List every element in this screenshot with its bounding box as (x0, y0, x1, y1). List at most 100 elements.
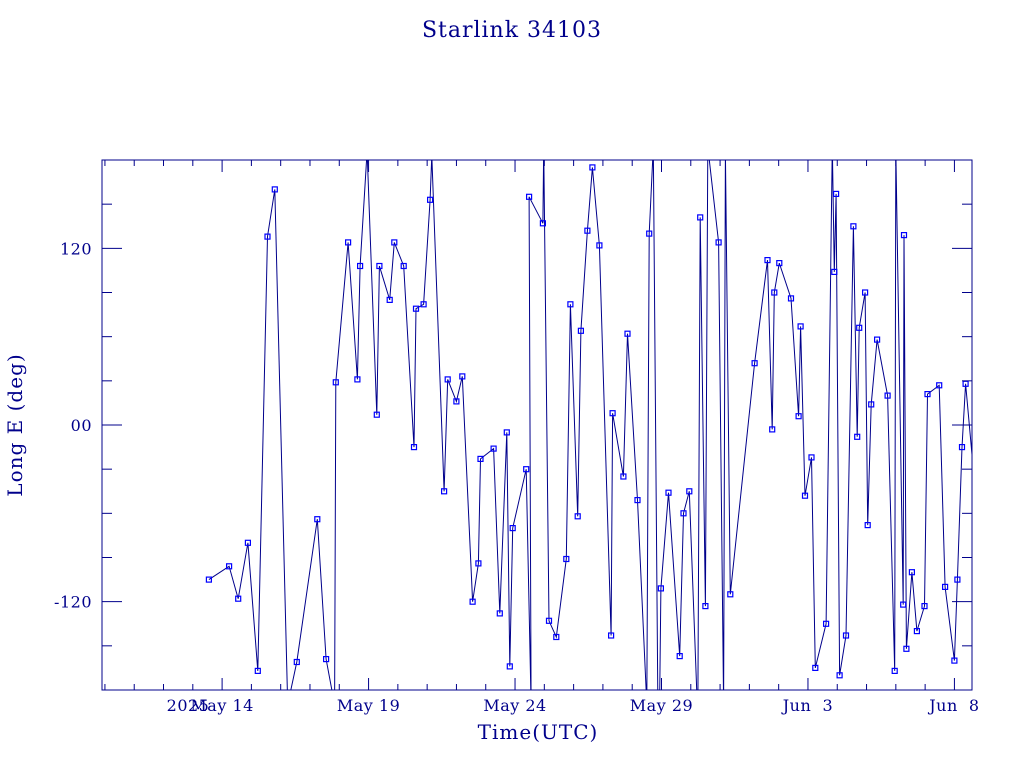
data-point (850, 223, 857, 230)
data-point (822, 620, 830, 627)
chart-title: Starlink 34103 (422, 18, 602, 43)
data-point (908, 569, 916, 576)
data-point (235, 595, 242, 602)
data-point (545, 617, 553, 624)
data-point (293, 658, 300, 666)
data-point (657, 585, 665, 592)
data-point (523, 466, 530, 473)
data-point (475, 560, 482, 567)
data-point (525, 193, 533, 200)
data-point (903, 645, 910, 652)
data-point (391, 239, 398, 246)
data-point (577, 327, 585, 334)
data-point (244, 539, 251, 546)
x-start-label: 2025 (167, 696, 210, 715)
data-point (787, 295, 795, 302)
data-point (873, 336, 881, 343)
ticks-layer: May 14 May 19 May 24 May 29 Jun 3 Jun 8 -120 00… (54, 160, 979, 715)
data-point (954, 576, 961, 583)
data-point (539, 220, 547, 227)
data-point (831, 268, 838, 275)
data-point (776, 260, 783, 267)
data-point (936, 382, 943, 389)
data-point (400, 262, 407, 270)
data-point (900, 601, 907, 608)
data-point (453, 398, 460, 405)
data-point (574, 513, 581, 520)
data-point (624, 330, 631, 337)
data-point (354, 376, 361, 383)
data-point (646, 230, 653, 237)
data-point (271, 186, 278, 193)
data-point (490, 445, 497, 452)
data-point (921, 602, 928, 610)
data-point (427, 196, 434, 203)
data-point (715, 239, 722, 246)
data-point (441, 488, 448, 495)
x-tick-label: May 24 (483, 696, 546, 715)
x-tick-label: May 19 (337, 696, 400, 715)
x-axis-label: Time(UTC) (478, 720, 599, 744)
data-point (676, 652, 683, 660)
data-point (386, 296, 393, 303)
y-tick-label: -120 (54, 593, 92, 612)
data-point (856, 324, 863, 331)
data-point (410, 444, 418, 451)
data-point (509, 524, 516, 532)
data-point (868, 401, 875, 408)
data-point (941, 583, 949, 591)
data-point (412, 305, 420, 312)
data-point (958, 444, 966, 451)
data-point (607, 632, 615, 639)
data-point (771, 289, 778, 296)
data-point (345, 239, 352, 246)
data-point (469, 598, 476, 605)
data-point (477, 455, 484, 462)
data-point (503, 429, 510, 436)
data-point (596, 242, 603, 249)
data-point (589, 164, 596, 171)
data-point (620, 473, 627, 480)
data-point (832, 190, 840, 197)
data-point (563, 555, 570, 563)
x-tick-label: May 29 (630, 696, 693, 715)
plot-frame (101, 159, 973, 691)
data-point (797, 323, 804, 330)
data-point (854, 433, 861, 440)
data-point (680, 510, 687, 517)
series-line (208, 160, 972, 690)
data-point (913, 627, 921, 635)
data-point (444, 376, 451, 383)
data-point (254, 667, 261, 675)
data-point (812, 664, 819, 672)
data-point (459, 373, 466, 380)
data-point (769, 426, 776, 433)
data-point (751, 360, 758, 367)
data-point (702, 602, 709, 610)
x-tick-label: May 14 (190, 696, 253, 715)
y-axis-label: Long E (deg) (3, 353, 27, 496)
data-point (764, 257, 771, 264)
data-point (553, 633, 560, 641)
data-point (420, 301, 427, 308)
data-point (665, 489, 672, 496)
data-point (861, 289, 869, 296)
data-point (842, 632, 850, 639)
data-point (801, 492, 809, 499)
data-point (891, 667, 898, 675)
data-point (697, 214, 704, 221)
data-point (373, 411, 380, 418)
y-tick-label: 120 (60, 239, 92, 258)
data-point (323, 655, 330, 663)
data-point (951, 657, 958, 664)
data-point (584, 227, 591, 234)
data-point (376, 262, 383, 270)
data-point (864, 521, 871, 529)
data-point (496, 610, 503, 617)
data-point (884, 392, 891, 399)
data-point (205, 576, 212, 583)
data-point (609, 410, 616, 417)
data-point (332, 379, 339, 386)
data-point (924, 391, 931, 398)
